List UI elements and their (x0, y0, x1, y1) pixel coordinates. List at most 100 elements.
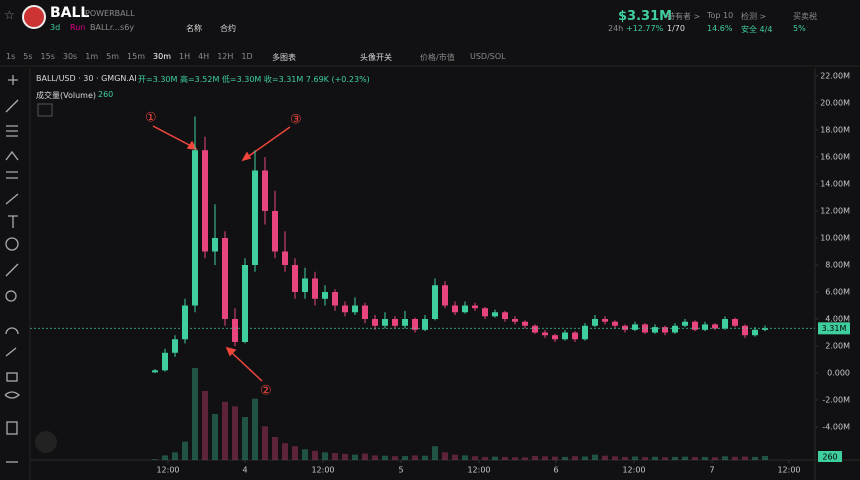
stat-value: 14.6% (707, 24, 733, 33)
volume-bar (222, 401, 228, 460)
last-price-box (818, 322, 850, 335)
volume-bar (652, 456, 658, 460)
period: 24h (608, 24, 624, 33)
volume-bar (442, 452, 448, 460)
avatar-toggle[interactable]: 头像开关 (360, 53, 392, 62)
address[interactable]: BALLr...s6y (90, 23, 135, 32)
volume-bar (702, 456, 708, 460)
interval-btn[interactable]: 1s (6, 52, 16, 61)
price-mcap-toggle[interactable]: 价格/市值 (420, 53, 455, 62)
volume-last-label: 260 (822, 453, 837, 462)
candle-body (652, 327, 658, 333)
volume-bar (562, 456, 568, 460)
interval-btn[interactable]: 5s (23, 52, 33, 61)
y-tick-label: 2.00M (825, 342, 850, 351)
candle-body (602, 319, 608, 322)
volume-bar (452, 454, 458, 460)
interval-btn[interactable]: 1m (85, 52, 99, 61)
candle-body (262, 170, 268, 211)
interval-btn[interactable]: 4H (198, 52, 210, 61)
volume-box (818, 451, 842, 462)
interval-btn[interactable]: 1H (179, 52, 191, 61)
annotation: ② (260, 384, 272, 399)
collapse-btn[interactable] (37, 103, 53, 117)
search-name[interactable]: 名称 (186, 24, 202, 33)
left-toolbar[interactable] (4, 75, 20, 463)
currency-toggle[interactable]: USD/SOL (470, 52, 506, 61)
multi-chart-btn[interactable]: 多图表 (272, 53, 296, 62)
interval-btn[interactable]: 30s (62, 52, 78, 61)
stat-label: 检测 > (741, 12, 767, 21)
volume-bar (662, 457, 668, 460)
volume-bar (492, 456, 498, 460)
candle-body (612, 321, 618, 326)
volume-bar (712, 457, 718, 460)
volume-bar (152, 459, 158, 460)
candle-body (212, 237, 218, 252)
candle-body (252, 170, 258, 265)
stat-value: 5% (793, 24, 806, 33)
annotation: ① (145, 111, 157, 126)
candle-body (352, 305, 358, 313)
volume-bar (202, 391, 208, 460)
candle-body (552, 335, 558, 340)
candle-body (762, 328, 768, 330)
candle-body (502, 312, 508, 320)
volume-bar (372, 455, 378, 460)
candle-body (452, 305, 458, 313)
candle-body (462, 305, 468, 313)
volume-bar (582, 456, 588, 460)
volume-bar (742, 456, 748, 460)
volume-bar (262, 426, 268, 460)
volume-bar (552, 456, 558, 460)
candle-body (422, 319, 428, 330)
volume-bar (462, 455, 468, 460)
logo (22, 5, 46, 29)
volume-bar (692, 457, 698, 460)
candle-body (632, 324, 638, 330)
change: +12.77% (626, 24, 664, 33)
candle-body (182, 305, 188, 340)
stat-value: 1/70 (667, 24, 685, 33)
tv-logo (35, 431, 57, 453)
y-tick-label: 0.000 (827, 369, 850, 378)
legend-symbol: BALL/USD · 30 · GMGN.AI (36, 74, 137, 83)
volume-bar (432, 446, 438, 460)
candle-body (542, 332, 548, 336)
volume-bar (732, 456, 738, 460)
x-tick-label: 4 (242, 466, 247, 475)
volume-bar (642, 457, 648, 460)
token-fullname: POWERBALL (85, 9, 135, 18)
interval-btn[interactable]: 30m (153, 52, 171, 61)
volume-bar (412, 455, 418, 460)
interval-btn[interactable]: 15s (40, 52, 55, 61)
volume-bar (302, 449, 308, 460)
volume-bar (312, 450, 318, 460)
candle-body (152, 370, 158, 373)
interval-btn[interactable]: 15m (127, 52, 145, 61)
volume-bar (482, 456, 488, 460)
interval-btn[interactable]: 1D (241, 52, 253, 61)
candle-body (642, 324, 648, 333)
volume-bar (362, 453, 368, 460)
stat-value: 安全 4/4 (741, 25, 773, 34)
candle-body (342, 305, 348, 313)
y-tick-label: -4.00M (822, 423, 850, 432)
candle-body (232, 319, 238, 342)
candle-body (282, 251, 288, 265)
run: Run (70, 23, 86, 32)
candle-body (202, 150, 208, 252)
search-contract[interactable]: 合约 (220, 24, 236, 33)
volume-bar (572, 456, 578, 460)
stat-label: Top 10 (707, 11, 734, 20)
annotation-arrows (152, 125, 291, 382)
interval-btn[interactable]: 12H (217, 52, 234, 61)
star-icon[interactable]: ☆ (4, 8, 15, 22)
candle-body (722, 319, 728, 329)
last-price-label: 3.31M (822, 324, 847, 333)
interval-btn[interactable]: 5m (106, 52, 120, 61)
volume-bar (542, 456, 548, 460)
volume-bar (352, 454, 358, 460)
